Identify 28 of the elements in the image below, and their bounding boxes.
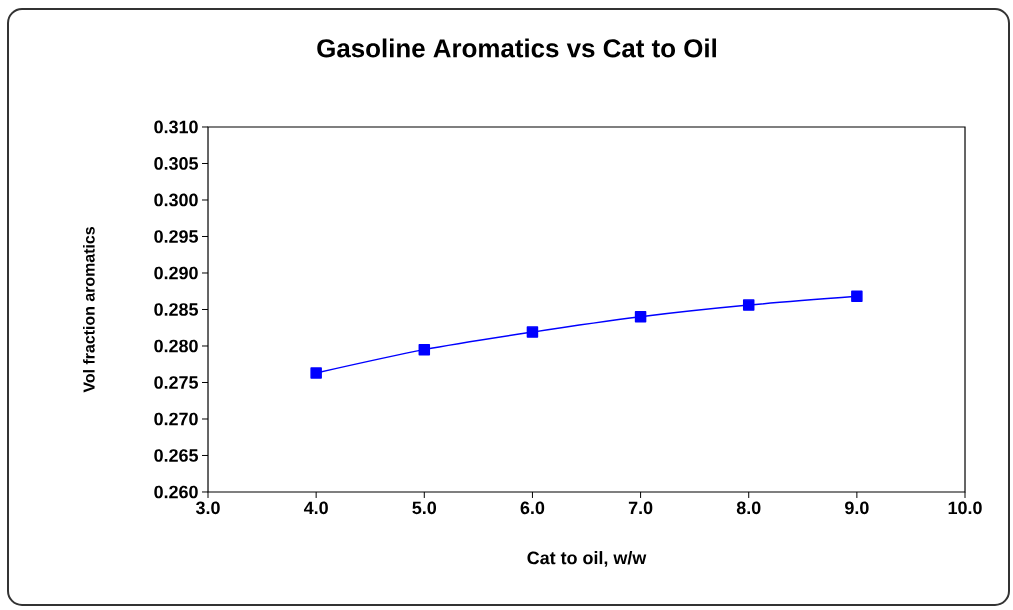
y-tick-label: 0.285: [154, 303, 198, 316]
x-axis-title: Cat to oil, w/w: [527, 551, 647, 567]
x-tick-label: 3.0: [195, 501, 220, 515]
y-tick-label: 0.275: [154, 376, 198, 389]
y-tick-label: 0.290: [154, 266, 198, 280]
x-tick-label: 7.0: [628, 501, 653, 515]
point: [310, 367, 322, 379]
y-tick-label: 0.265: [154, 449, 198, 462]
y-tick-label: 0.260: [154, 485, 198, 499]
chart-title: Gasoline Aromatics vs Cat to Oil: [317, 38, 716, 58]
y-tick-label: 0.270: [154, 412, 198, 426]
point: [526, 326, 539, 338]
y-tick-label: 0.300: [154, 193, 198, 207]
x-tick-label: 6.0: [520, 501, 545, 515]
x-tick-label: 5.0: [412, 501, 437, 515]
x-tick-label: 4.0: [303, 501, 328, 515]
y-axis-title: Vol fraction aromatics: [83, 227, 95, 393]
point: [742, 299, 755, 311]
point: [851, 290, 863, 303]
y-tick-label: 0.280: [154, 339, 198, 353]
y-tick-label: 0.305: [154, 157, 198, 170]
x-tick-label: 9.0: [845, 501, 869, 515]
point: [634, 311, 647, 323]
x-tick-label: 10.0: [948, 501, 982, 515]
point: [418, 343, 431, 356]
y-tick-label: 0.310: [154, 120, 198, 134]
y-tick-label: 0.295: [154, 230, 198, 243]
x-tick-label: 8.0: [736, 501, 761, 515]
